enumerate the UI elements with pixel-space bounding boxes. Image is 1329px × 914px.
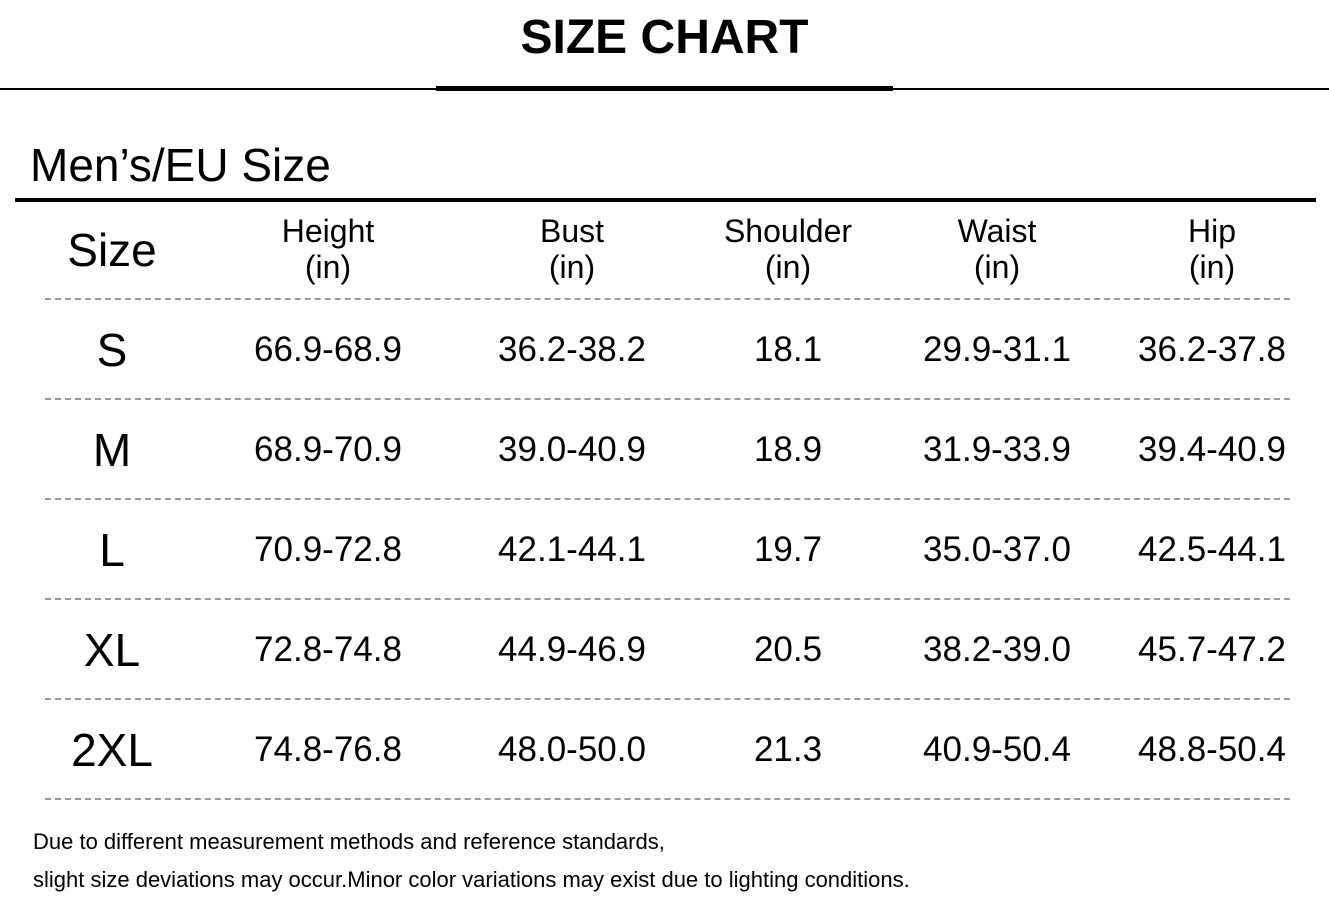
header-name: Hip bbox=[1187, 213, 1237, 249]
header-name: Bust bbox=[539, 213, 605, 249]
measurement: 68.9-70.9 bbox=[254, 430, 402, 469]
row-divider bbox=[45, 498, 1290, 500]
measurement: 70.9-72.8 bbox=[254, 530, 402, 569]
header-unit: (in) bbox=[548, 249, 596, 285]
measurement: 20.5 bbox=[753, 630, 823, 669]
measurement: 18.9 bbox=[753, 430, 823, 469]
table-rule bbox=[15, 198, 1316, 202]
header-cell: Hip (in) bbox=[1188, 213, 1236, 285]
header-name: Height bbox=[281, 213, 375, 249]
row-divider bbox=[45, 698, 1290, 700]
measurement: 42.5-44.1 bbox=[1138, 530, 1286, 569]
header-name: Shoulder bbox=[723, 213, 853, 249]
header-unit: (in) bbox=[973, 249, 1021, 285]
measurement: 72.8-74.8 bbox=[254, 630, 402, 669]
header-cell: Bust (in) bbox=[540, 213, 604, 285]
measurement: 48.8-50.4 bbox=[1138, 730, 1286, 769]
measurement: 21.3 bbox=[753, 730, 823, 769]
size-label: M bbox=[92, 424, 132, 476]
row-divider bbox=[45, 598, 1290, 600]
divider-accent bbox=[436, 86, 893, 91]
measurement: 31.9-33.9 bbox=[923, 430, 1071, 469]
header-unit: (in) bbox=[764, 249, 812, 285]
size-label: 2XL bbox=[71, 724, 153, 776]
measurement: 42.1-44.1 bbox=[498, 530, 646, 569]
measurement: 66.9-68.9 bbox=[254, 330, 402, 369]
measurement: 18.1 bbox=[753, 330, 823, 369]
measurement: 35.0-37.0 bbox=[923, 530, 1071, 569]
measurement: 38.2-39.0 bbox=[923, 630, 1071, 669]
note-line: Due to different measurement methods and… bbox=[33, 829, 665, 854]
row-divider bbox=[45, 798, 1290, 800]
header-unit: (in) bbox=[304, 249, 352, 285]
measurement: 39.0-40.9 bbox=[498, 430, 646, 469]
header-cell: Size bbox=[67, 224, 157, 276]
measurement: 45.7-47.2 bbox=[1138, 630, 1286, 669]
measurement: 36.2-38.2 bbox=[498, 330, 646, 369]
measurement: 74.8-76.8 bbox=[254, 730, 402, 769]
title: SIZE CHART bbox=[520, 11, 809, 64]
header-cell: Shoulder (in) bbox=[724, 213, 852, 285]
measurement: 48.0-50.0 bbox=[498, 730, 646, 769]
size-label: L bbox=[99, 524, 125, 576]
note-line: slight size deviations may occur.Minor c… bbox=[33, 867, 910, 892]
row-divider bbox=[45, 298, 1290, 300]
size-label: S bbox=[96, 324, 128, 376]
header-unit: (in) bbox=[1188, 249, 1236, 285]
measurement: 29.9-31.1 bbox=[923, 330, 1071, 369]
measurement: 19.7 bbox=[753, 530, 823, 569]
header-cell: Height (in) bbox=[282, 213, 375, 285]
measurement: 44.9-46.9 bbox=[498, 630, 646, 669]
measurement: 39.4-40.9 bbox=[1138, 430, 1286, 469]
measurement: 40.9-50.4 bbox=[923, 730, 1071, 769]
row-divider bbox=[45, 398, 1290, 400]
subtitle: Men’s/EU Size bbox=[30, 139, 331, 191]
header-name: Waist bbox=[957, 213, 1037, 249]
measurement: 36.2-37.8 bbox=[1138, 330, 1286, 369]
header-cell: Waist (in) bbox=[958, 213, 1037, 285]
size-label: XL bbox=[83, 624, 141, 676]
